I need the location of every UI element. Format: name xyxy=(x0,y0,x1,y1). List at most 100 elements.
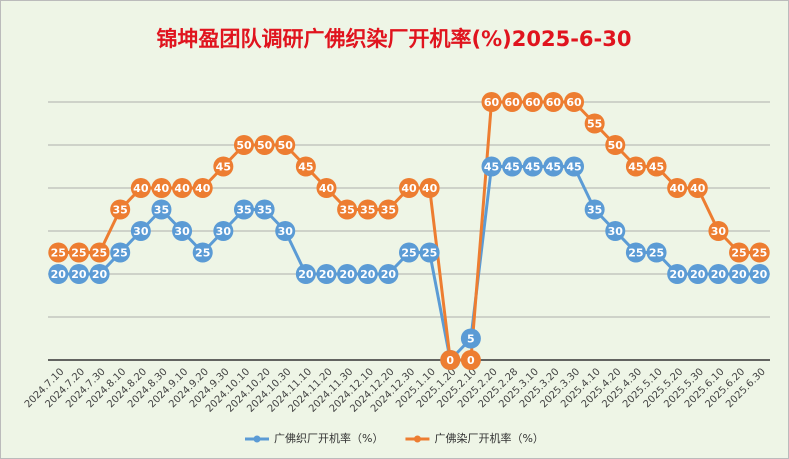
data-label: 45 xyxy=(546,161,561,174)
data-label: 45 xyxy=(504,161,519,174)
data-point xyxy=(749,242,770,263)
data-label: 20 xyxy=(298,268,314,281)
data-point xyxy=(646,156,667,177)
data-point xyxy=(378,264,399,284)
data-label: 55 xyxy=(587,118,602,131)
data-label: 25 xyxy=(649,247,664,260)
data-label: 25 xyxy=(71,247,86,260)
data-label: 45 xyxy=(525,161,540,174)
data-point xyxy=(502,92,523,112)
data-label: 40 xyxy=(133,182,149,195)
data-point xyxy=(399,242,419,263)
data-label: 60 xyxy=(566,96,582,109)
data-label: 40 xyxy=(174,182,190,195)
data-point xyxy=(89,242,110,263)
data-label: 40 xyxy=(195,182,211,195)
data-label: 50 xyxy=(608,139,624,152)
data-point xyxy=(254,199,275,220)
data-point xyxy=(481,156,502,177)
data-point xyxy=(378,199,399,220)
data-label: 35 xyxy=(381,204,396,217)
data-label: 35 xyxy=(257,204,272,217)
data-point xyxy=(667,178,688,198)
data-label: 30 xyxy=(278,225,294,238)
data-point xyxy=(172,178,193,198)
data-point xyxy=(708,221,729,241)
data-point xyxy=(399,178,419,198)
data-point xyxy=(708,264,729,284)
data-label: 35 xyxy=(339,204,354,217)
data-label: 25 xyxy=(752,247,767,260)
data-label: 20 xyxy=(339,268,355,281)
data-label: 50 xyxy=(257,139,273,152)
data-label: 20 xyxy=(690,268,706,281)
data-label: 35 xyxy=(154,204,169,217)
data-point xyxy=(564,92,585,112)
data-point xyxy=(481,92,502,112)
data-point xyxy=(233,199,254,220)
data-point xyxy=(130,221,151,241)
data-label: 60 xyxy=(484,96,500,109)
data-point xyxy=(605,135,626,155)
data-label: 25 xyxy=(628,247,643,260)
data-point xyxy=(316,264,337,284)
data-label: 25 xyxy=(731,247,746,260)
data-point xyxy=(110,242,131,263)
data-label: 45 xyxy=(628,161,643,174)
data-point xyxy=(749,264,770,284)
data-point xyxy=(522,156,543,177)
data-point xyxy=(295,264,316,284)
data-point xyxy=(687,178,708,198)
data-point xyxy=(564,156,585,177)
data-label: 20 xyxy=(71,268,87,281)
data-label: 30 xyxy=(174,225,190,238)
data-label: 20 xyxy=(319,268,335,281)
data-point xyxy=(48,264,69,284)
legend-label: 广佛染厂开机率（%） xyxy=(434,431,543,445)
data-point xyxy=(460,350,481,370)
legend-marker xyxy=(413,435,421,443)
data-label: 25 xyxy=(422,247,437,260)
data-point xyxy=(68,264,89,284)
data-point xyxy=(419,242,440,263)
data-label: 60 xyxy=(525,96,541,109)
data-label: 30 xyxy=(216,225,232,238)
data-point xyxy=(275,135,296,155)
data-label: 60 xyxy=(504,96,520,109)
data-label: 20 xyxy=(670,268,686,281)
data-point xyxy=(110,199,131,220)
data-point xyxy=(130,178,151,198)
data-label: 20 xyxy=(711,268,727,281)
data-label: 0 xyxy=(467,354,475,367)
data-label: 5 xyxy=(467,333,475,346)
data-point xyxy=(440,350,461,370)
data-point xyxy=(646,242,667,263)
data-label: 25 xyxy=(401,247,416,260)
data-label: 45 xyxy=(566,161,581,174)
data-label: 20 xyxy=(731,268,747,281)
data-label: 25 xyxy=(51,247,66,260)
data-label: 45 xyxy=(484,161,499,174)
data-point xyxy=(543,92,564,112)
data-label: 45 xyxy=(216,161,231,174)
data-point xyxy=(419,178,440,198)
data-point xyxy=(151,199,172,220)
data-label: 20 xyxy=(381,268,397,281)
data-point xyxy=(357,199,378,220)
data-label: 35 xyxy=(587,204,602,217)
data-label: 25 xyxy=(92,247,107,260)
data-label: 50 xyxy=(236,139,252,152)
data-label: 45 xyxy=(298,161,313,174)
data-point xyxy=(337,264,358,284)
data-point xyxy=(625,242,646,263)
data-label: 20 xyxy=(51,268,67,281)
data-point xyxy=(337,199,358,220)
data-point xyxy=(687,264,708,284)
data-label: 40 xyxy=(422,182,438,195)
data-label: 40 xyxy=(401,182,417,195)
data-point xyxy=(502,156,523,177)
data-label: 20 xyxy=(752,268,768,281)
data-label: 25 xyxy=(113,247,128,260)
data-point xyxy=(68,242,89,263)
